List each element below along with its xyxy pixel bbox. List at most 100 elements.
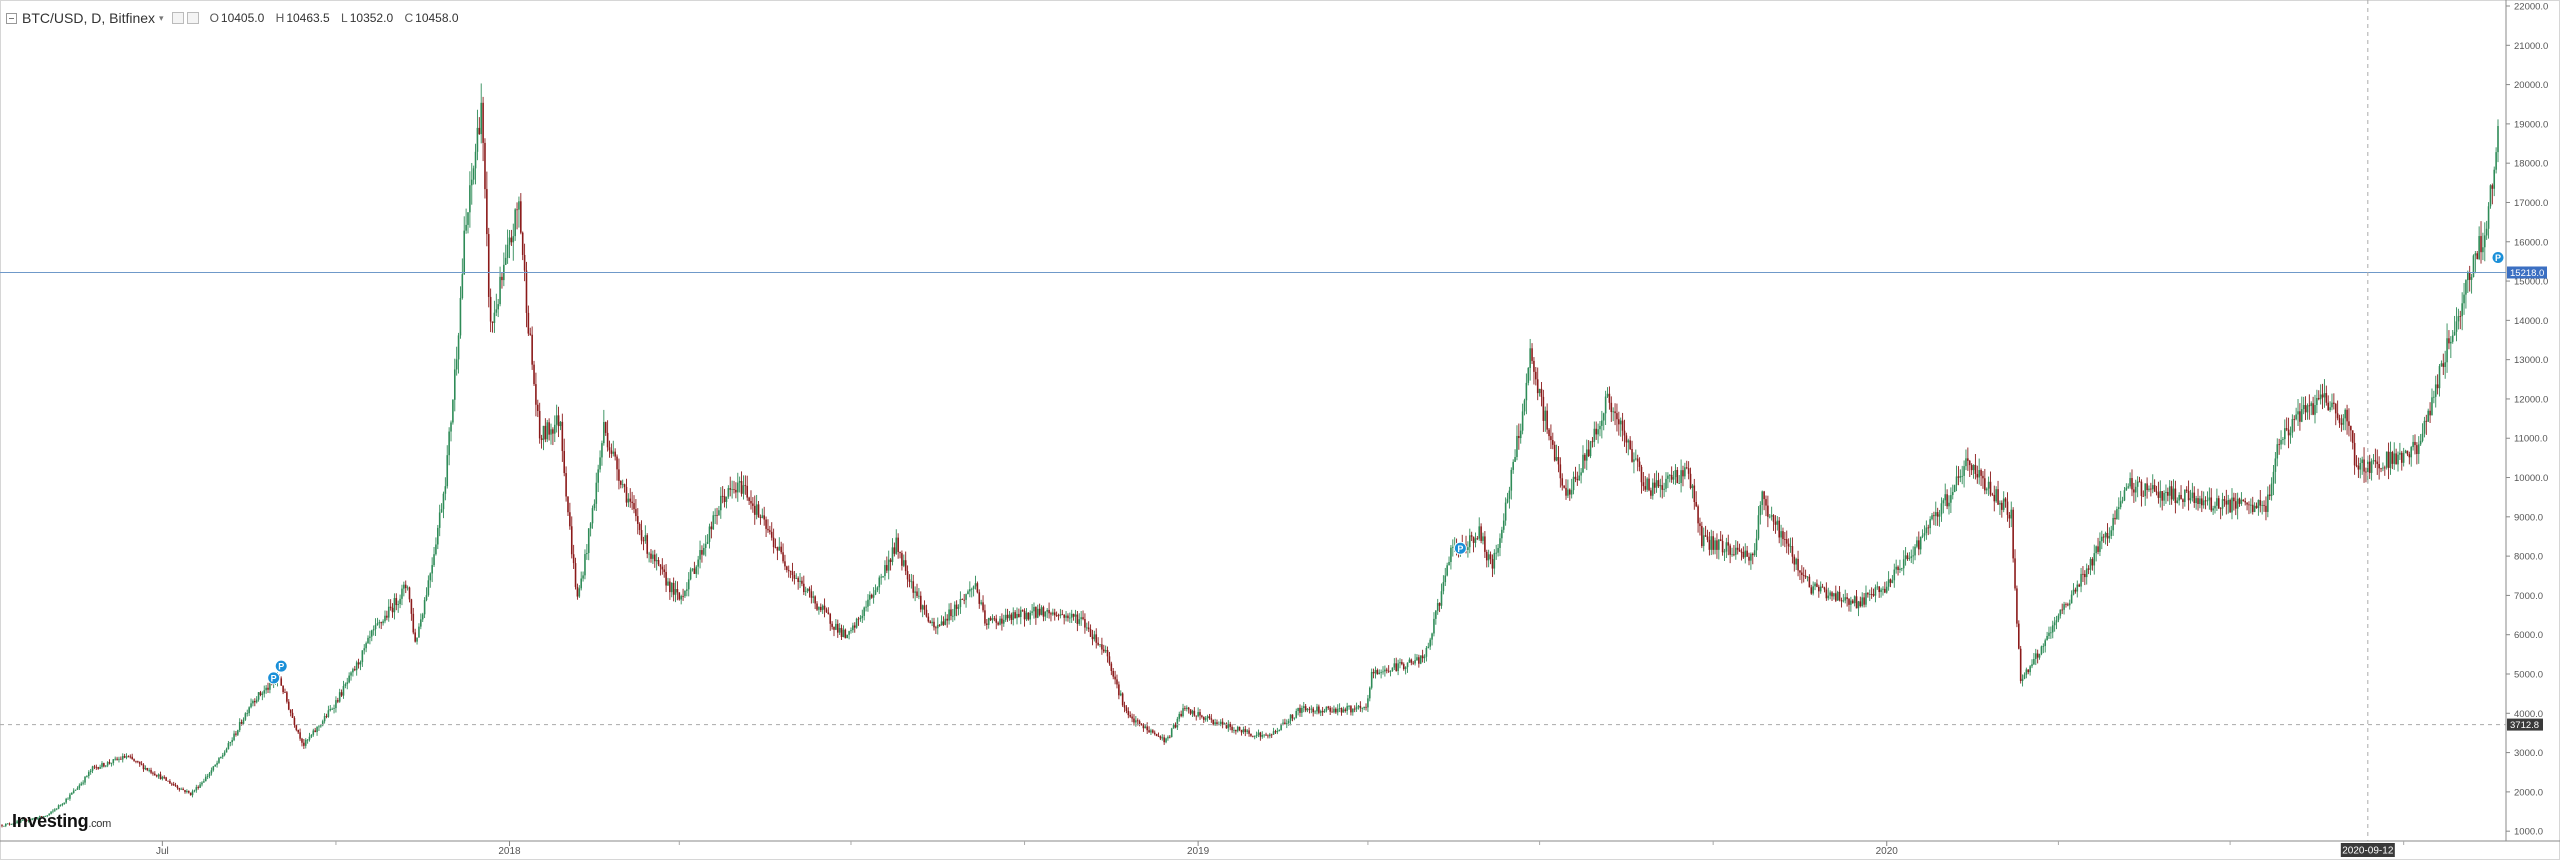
candle <box>1889 578 1892 588</box>
candle-body <box>1718 539 1720 550</box>
candle <box>523 243 526 282</box>
candle-body <box>2148 488 2150 491</box>
candle-body <box>312 730 315 735</box>
candle <box>2436 374 2439 395</box>
candle <box>248 706 250 717</box>
y-tick-label: 19000.0 <box>2514 119 2548 130</box>
candle <box>1893 563 1896 588</box>
chevron-down-icon[interactable]: ▾ <box>159 12 164 23</box>
candle-body <box>1565 487 1567 496</box>
candle-body <box>806 588 809 592</box>
candle <box>706 534 709 545</box>
candle <box>574 557 577 590</box>
candle <box>1676 467 1679 484</box>
candle <box>2442 353 2445 376</box>
candle <box>1823 586 1826 593</box>
candle-body <box>1697 506 1699 524</box>
candle <box>1510 467 1513 500</box>
candle <box>214 764 216 767</box>
candle <box>1001 613 1003 631</box>
candle-body <box>2248 504 2250 506</box>
candle-body <box>2372 460 2375 462</box>
candle-body <box>2461 303 2463 317</box>
candle <box>2063 601 2065 615</box>
candle <box>393 593 396 620</box>
candle-body <box>237 730 239 735</box>
candle-body <box>2033 658 2035 665</box>
candle-body <box>1144 726 1147 729</box>
candle-body <box>1367 698 1369 708</box>
candle <box>412 607 415 635</box>
candle <box>470 162 473 205</box>
candle-body <box>176 786 179 788</box>
candle-body <box>1859 601 1862 607</box>
candle-body <box>835 623 837 630</box>
candle <box>44 815 47 817</box>
candle <box>531 326 533 370</box>
candle <box>686 582 688 597</box>
candle <box>295 724 298 732</box>
candle-body <box>1101 644 1103 650</box>
candle-body <box>214 764 216 767</box>
candle <box>2067 602 2069 607</box>
candle <box>1618 411 1620 436</box>
candle-body <box>533 364 535 385</box>
candle <box>1178 711 1181 722</box>
settings-square-icon[interactable] <box>171 12 184 24</box>
candle-body <box>2416 445 2418 455</box>
candle-body <box>1389 670 1392 672</box>
visibility-square-icon[interactable] <box>186 12 199 24</box>
candle-body <box>993 618 996 620</box>
collapse-icon[interactable] <box>6 12 17 24</box>
candle <box>578 585 581 598</box>
candle-body <box>2285 428 2288 430</box>
candle-body <box>780 546 782 553</box>
candle-body <box>1851 600 1854 604</box>
candle <box>486 171 488 247</box>
candle <box>1359 701 1362 712</box>
candle-body <box>1099 644 1101 646</box>
candle <box>1738 543 1741 552</box>
candle <box>1761 490 1764 515</box>
symbol-label[interactable]: BTC/USD, D, Bitfinex <box>22 10 156 26</box>
candle <box>38 815 41 819</box>
candle-body <box>1018 613 1020 618</box>
candle-body <box>1342 709 1345 713</box>
candle <box>752 497 754 513</box>
candle-body <box>1050 613 1052 615</box>
candle <box>2042 643 2045 654</box>
candle-body <box>2253 505 2256 512</box>
candle <box>391 603 394 618</box>
candle <box>2085 563 2088 585</box>
candle <box>1914 544 1916 561</box>
candle-body <box>252 701 254 704</box>
candle-body <box>1570 490 1573 495</box>
candle-body <box>2046 635 2048 641</box>
candle-body <box>1521 411 1524 431</box>
candle-body <box>1091 636 1094 640</box>
candle <box>1159 735 1162 741</box>
candle-body <box>2302 404 2305 410</box>
candle-body <box>1121 693 1124 706</box>
candle <box>2340 414 2343 432</box>
event-marker: P <box>267 671 281 685</box>
candle <box>1093 630 1096 642</box>
candle-body <box>1350 706 1352 713</box>
candle-body <box>1810 587 1813 594</box>
candle-body <box>638 523 641 531</box>
candle <box>457 332 460 374</box>
candle-body <box>816 603 818 610</box>
candle <box>254 698 256 707</box>
candle-body <box>78 785 81 789</box>
candle <box>1427 642 1430 649</box>
candle <box>2463 283 2465 315</box>
candle-body <box>801 580 803 584</box>
candle <box>1119 690 1122 697</box>
candle-body <box>1385 669 1388 671</box>
candle <box>244 712 247 721</box>
candle <box>636 508 639 535</box>
candle-body <box>2257 500 2260 509</box>
candle-body <box>2089 559 2092 570</box>
